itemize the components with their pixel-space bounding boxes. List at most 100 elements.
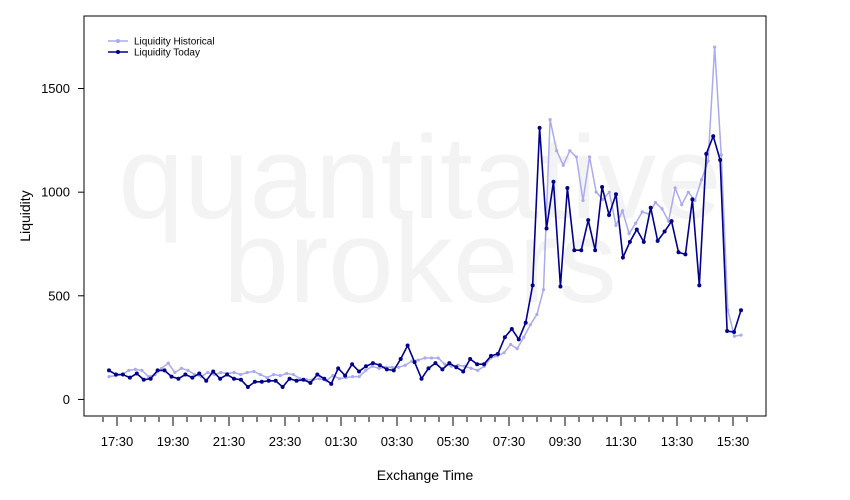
data-point [232,376,237,381]
data-point [176,376,181,381]
data-point [225,372,230,377]
watermark-line-2: brokers [223,196,616,328]
data-point [155,368,160,373]
data-point [232,370,236,375]
data-point [719,153,723,157]
watermark-line-1: quantitative [118,112,722,244]
y-axis-title: Liquidity [17,190,33,241]
data-point [544,226,549,231]
data-point [613,192,618,197]
x-tick-label: 17:30 [101,434,134,449]
data-point [377,366,381,370]
data-point [587,155,592,159]
data-point [120,372,125,377]
data-point [601,197,605,202]
data-point [454,365,459,370]
data-point [258,372,263,377]
data-point [315,372,320,377]
x-tick-label: 15:30 [717,434,750,449]
data-point [515,347,519,351]
data-point [160,366,164,370]
data-point [586,218,591,223]
data-point [245,384,250,389]
data-point [502,335,507,340]
data-point [739,308,743,313]
data-point [271,372,276,377]
x-tick-label: 09:30 [549,434,582,449]
data-point [508,342,513,347]
data-point [419,376,424,381]
data-point [173,370,177,375]
data-point [620,255,625,260]
data-point [530,283,535,288]
data-point [673,186,677,190]
x-tick-label: 07:30 [493,434,526,449]
x-tick-label: 19:30 [157,434,190,449]
data-point [732,334,737,338]
data-point [357,369,362,374]
data-point [265,376,269,380]
watermark: quantitative brokers [118,112,722,328]
data-point [574,155,579,159]
data-point [377,363,382,368]
data-point [579,248,584,253]
data-point [133,367,137,371]
data-point [363,364,368,369]
data-point [686,190,690,194]
data-point [447,361,452,366]
data-point [343,373,348,378]
data-point [648,205,653,210]
legend-swatch-point [116,50,120,54]
data-point [190,375,195,380]
data-point [537,125,542,130]
data-point [278,373,282,378]
data-point [206,370,210,375]
data-point [440,367,445,372]
data-point [357,375,361,379]
data-point [239,372,243,377]
data-point [502,351,506,355]
x-axis: 17:30 19:30 21:30 23:30 01:30 03:30 05:30 07:30… [101,417,750,449]
data-point [522,335,526,339]
x-tick-label: 05:30 [437,434,470,449]
x-tick-label: 13:30 [661,434,694,449]
data-point [468,357,473,362]
data-point [390,365,394,369]
data-point [683,252,688,257]
data-point [318,377,322,381]
data-point [620,209,625,213]
data-point [273,378,278,383]
legend-label: Liquidity Today [134,48,200,59]
data-point [475,362,480,367]
data-point [535,312,539,317]
x-axis-title: Exchange Time [377,467,474,483]
data-point [697,283,702,288]
data-point [331,373,335,378]
data-point [433,361,438,366]
data-point [704,151,709,156]
data-point [706,159,710,163]
data-point [634,227,639,232]
y-tick-label: 0 [63,392,70,407]
data-point [581,198,585,203]
data-point [436,356,440,360]
data-point [337,377,342,381]
data-point [412,360,417,365]
series-layer [107,45,743,389]
data-point [541,287,546,292]
data-point [426,366,431,371]
data-point [364,368,368,372]
data-point [140,368,144,372]
data-point [429,356,434,360]
legend-swatch-point [116,39,120,43]
data-point [662,229,667,234]
y-axis: 0 500 1000 1500 [41,81,84,407]
data-point [739,333,743,337]
data-point [600,184,605,189]
data-point [461,369,466,374]
data-point [107,368,111,373]
data-point [627,239,632,244]
data-point [291,372,295,377]
data-point [370,364,374,368]
data-point [336,366,341,371]
